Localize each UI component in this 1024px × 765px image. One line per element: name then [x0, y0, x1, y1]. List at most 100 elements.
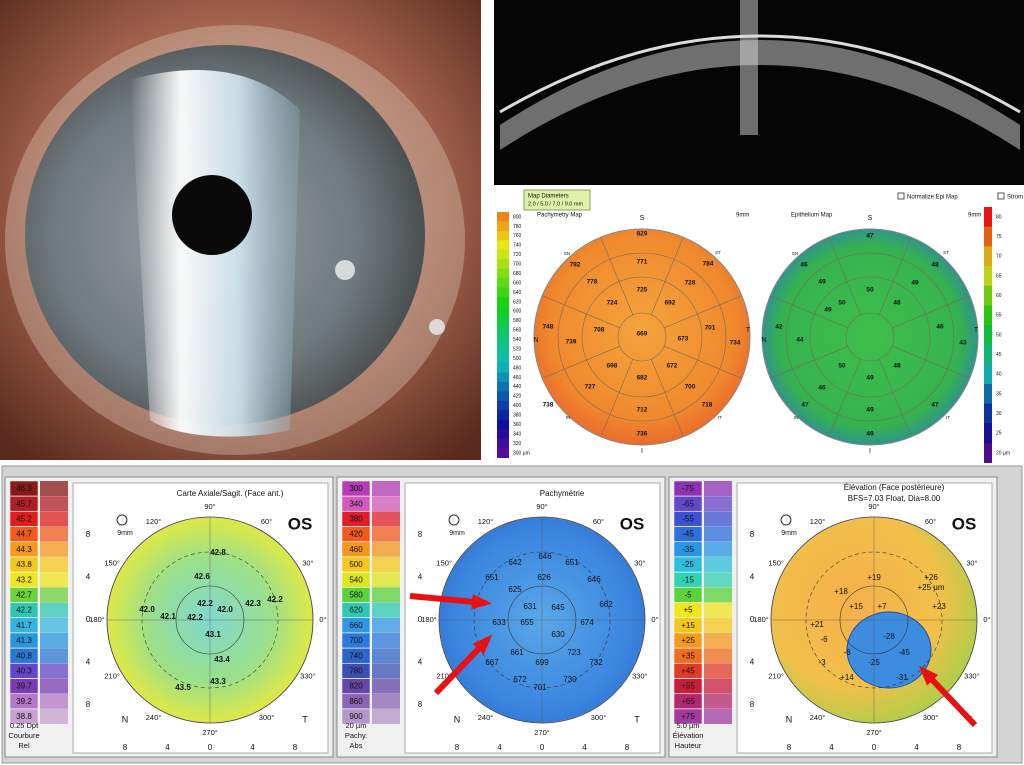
angle-label: 150°	[768, 558, 784, 567]
scale-stripe	[40, 511, 68, 527]
sector-line	[892, 345, 970, 379]
map-value: 50	[838, 363, 846, 370]
scale-swatch	[9, 708, 39, 725]
scale-label: 41.7	[16, 621, 32, 630]
panel-title: Pachymétrie	[540, 489, 585, 498]
map-value: -31	[896, 673, 908, 682]
map-size: 9mm	[117, 530, 133, 537]
scale-swatch	[984, 384, 992, 404]
side-label: N	[122, 714, 129, 724]
zoom-icon	[448, 514, 460, 526]
map-value: 42.2	[197, 599, 213, 608]
scale-label: 740	[513, 243, 522, 249]
sector-line	[878, 359, 912, 437]
scale-footer: 20 µm	[346, 721, 367, 730]
scale-label: 740	[349, 651, 363, 660]
scale-swatch	[497, 353, 509, 364]
map-value: 43.1	[205, 630, 221, 639]
scale-label: 700	[513, 262, 522, 268]
map-value: 47	[801, 402, 809, 409]
scale-label: 340	[513, 431, 522, 437]
scale-label: 900	[349, 712, 363, 721]
angle-label: 0°	[319, 615, 326, 624]
map-value: 49	[818, 279, 826, 286]
map-value: -25	[868, 658, 880, 667]
topography-panels	[1, 465, 1023, 764]
map-value: 748	[543, 324, 554, 331]
scale-label: 320	[513, 441, 522, 447]
scale-label: 40.3	[16, 667, 32, 676]
direction-label: S	[640, 215, 645, 222]
scale-stripe	[40, 526, 68, 542]
scale-label: 420	[513, 394, 522, 400]
map-value: 829	[637, 231, 648, 238]
scale-swatch	[984, 403, 992, 424]
scale-stripe	[372, 678, 400, 694]
scale-label: 600	[513, 309, 522, 315]
stroma-label[interactable]: Strom	[1007, 195, 1023, 201]
checkbox[interactable]	[997, 192, 1005, 200]
scale-label: 660	[513, 280, 522, 286]
scale-label: 300 µm	[513, 450, 530, 456]
map-value: 699	[535, 658, 549, 667]
map-value: 708	[594, 327, 605, 334]
map-value: 778	[587, 279, 598, 286]
scale-stripe	[40, 633, 68, 648]
map-value: 725	[637, 287, 648, 294]
map-value: 662	[599, 600, 613, 609]
map-value: 732	[589, 658, 603, 667]
scale-footer: Élévation	[673, 731, 704, 740]
scale-stripe	[40, 663, 68, 679]
map-value: 42.1	[160, 612, 176, 621]
angle-label: 90°	[204, 502, 215, 511]
scale-swatch	[497, 429, 509, 440]
map-value: 771	[637, 259, 648, 266]
map-diameters-value: 2.0 / 5.0 / 7.0 / 9.0 mm	[528, 201, 583, 207]
scale-label: 480	[513, 365, 522, 371]
map-value: 739	[566, 339, 577, 346]
map-value: 42.2	[267, 595, 283, 604]
scale-label: 380	[513, 413, 522, 419]
checkbox[interactable]	[897, 192, 905, 200]
scale-label: 75	[996, 234, 1002, 240]
scale-label: 720	[513, 252, 522, 258]
depression-region	[846, 611, 932, 689]
map-value: 723	[567, 648, 581, 657]
scale-label: 780	[349, 667, 363, 676]
x-tick-label: 8	[787, 743, 792, 752]
direction-label: S	[868, 215, 873, 222]
direction-label: N	[533, 337, 538, 344]
scale-label: 45.2	[16, 515, 32, 524]
map-value: 655	[520, 618, 534, 627]
scale-stripe	[704, 663, 732, 679]
map-value: 626	[537, 573, 551, 582]
x-tick-label: 0	[208, 743, 213, 752]
sector-line	[828, 237, 862, 315]
scale-label: 42.2	[16, 606, 32, 615]
scale-stripe	[704, 481, 732, 496]
scale-label: 44.7	[16, 530, 32, 539]
scale-stripe	[40, 496, 68, 512]
scale-label: 44.3	[16, 545, 32, 554]
epithelium-map	[761, 228, 979, 446]
scale-label: 640	[513, 290, 522, 296]
angle-label: 330°	[300, 671, 316, 680]
x-tick-label: 8	[293, 743, 298, 752]
scale-swatch	[984, 364, 992, 385]
map-value: +26	[924, 573, 938, 582]
angle-label: 30°	[634, 558, 645, 567]
scale-swatch	[984, 207, 992, 227]
x-tick-label: 8	[625, 743, 630, 752]
y-tick-label: 4	[750, 658, 755, 667]
scale-swatch	[497, 278, 509, 289]
y-tick-label: 4	[418, 658, 423, 667]
x-tick-label: 0	[540, 743, 545, 752]
normalize-label[interactable]: Normalize Epi Map	[907, 195, 958, 201]
scale-label: 41.3	[16, 636, 32, 645]
scale-stripe	[372, 541, 400, 557]
x-tick-label: 4	[914, 743, 919, 752]
scale-label: 620	[349, 606, 363, 615]
scale-stripe	[40, 648, 68, 664]
scale-swatch	[497, 334, 509, 345]
y-tick-label: 8	[418, 700, 423, 709]
